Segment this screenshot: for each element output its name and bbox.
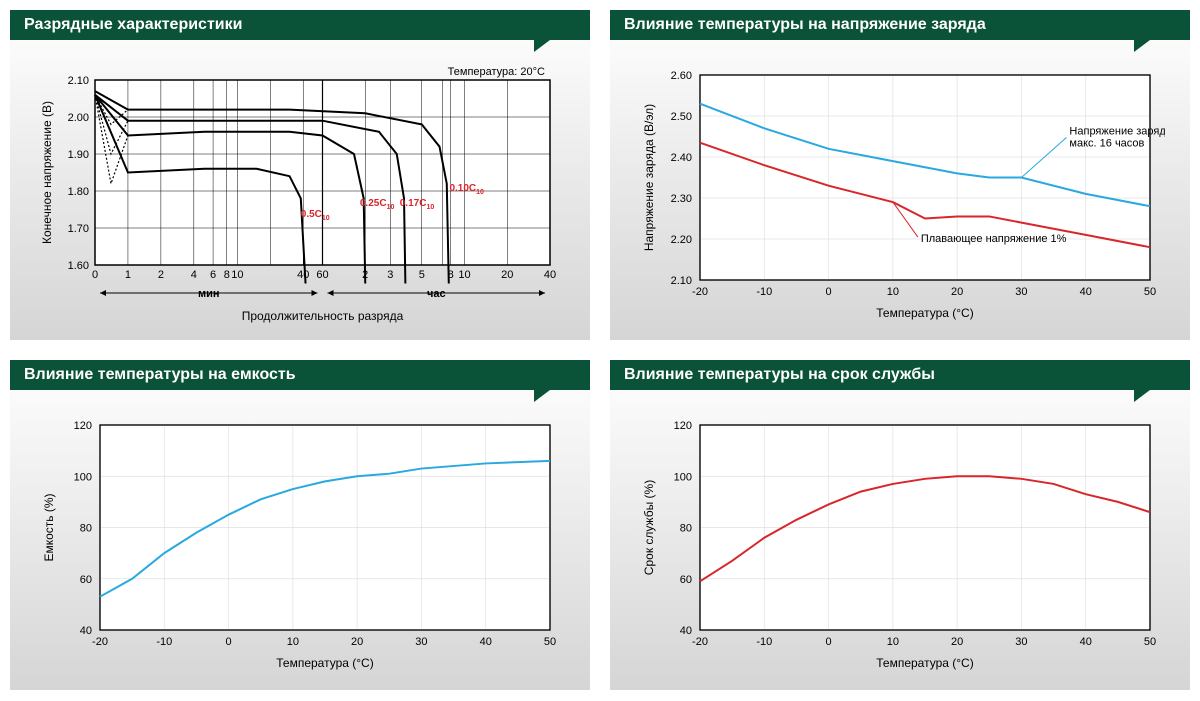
svg-text:2.20: 2.20	[671, 234, 692, 246]
svg-text:3: 3	[387, 269, 393, 281]
chart-discharge: 1.601.701.801.902.002.100124681040602358…	[10, 40, 590, 340]
svg-text:Температура (°C): Температура (°C)	[876, 656, 973, 670]
svg-text:40: 40	[80, 625, 92, 637]
svg-text:60: 60	[316, 269, 328, 281]
svg-text:8: 8	[224, 269, 230, 281]
panel-title: Влияние температуры на напряжение заряда	[610, 10, 1190, 40]
svg-text:4: 4	[191, 269, 197, 281]
svg-text:2.50: 2.50	[671, 111, 692, 123]
svg-text:-10: -10	[156, 636, 172, 648]
svg-text:10: 10	[231, 269, 243, 281]
svg-text:10: 10	[887, 286, 899, 298]
svg-text:30: 30	[1015, 286, 1027, 298]
svg-text:2.10: 2.10	[68, 75, 89, 87]
svg-text:2.40: 2.40	[671, 152, 692, 164]
svg-text:Конечное напряжение (B): Конечное напряжение (B)	[40, 101, 54, 244]
svg-text:мин: мин	[198, 288, 220, 300]
svg-text:2.30: 2.30	[671, 193, 692, 205]
svg-text:2.10: 2.10	[671, 275, 692, 287]
svg-text:120: 120	[674, 420, 692, 432]
svg-text:Напряжение заряда (В/эл): Напряжение заряда (В/эл)	[642, 104, 656, 251]
svg-text:60: 60	[680, 574, 692, 586]
svg-text:час: час	[427, 288, 446, 300]
chart-charge-voltage: -20 -10 0 10 20 30 40 50 2.10 2.20 2.30 2.40 2.50 2.6…	[610, 40, 1190, 340]
svg-text:-10: -10	[756, 286, 772, 298]
svg-text:Срок службы (%): Срок службы (%)	[642, 480, 656, 575]
svg-text:1.70: 1.70	[68, 223, 89, 235]
svg-text:-20: -20	[92, 636, 108, 648]
svg-text:0: 0	[826, 636, 832, 648]
svg-text:100: 100	[74, 471, 92, 483]
panel-title: Разрядные характеристики	[10, 10, 590, 40]
svg-text:120: 120	[74, 420, 92, 432]
svg-text:Температура (°C): Температура (°C)	[876, 306, 973, 320]
svg-text:1: 1	[125, 269, 131, 281]
chart-capacity: -20 -10 0 10 20 30 40 50 40 60 80 100 120 Температура…	[10, 390, 590, 690]
chart-grid: Разрядные характеристики 1.60 1.70 1.80 1.9…	[10, 10, 1190, 690]
svg-text:10: 10	[887, 636, 899, 648]
svg-text:1.80: 1.80	[68, 186, 89, 198]
panel-discharge: Разрядные характеристики 1.60 1.70 1.80 1.9…	[10, 10, 590, 340]
svg-text:20: 20	[951, 636, 963, 648]
svg-text:20: 20	[351, 636, 363, 648]
svg-text:50: 50	[1144, 286, 1156, 298]
svg-text:5: 5	[419, 269, 425, 281]
svg-text:40: 40	[680, 625, 692, 637]
svg-text:10: 10	[287, 636, 299, 648]
svg-text:2: 2	[158, 269, 164, 281]
svg-text:40: 40	[544, 269, 556, 281]
svg-text:100: 100	[674, 471, 692, 483]
svg-text:20: 20	[951, 286, 963, 298]
svg-text:40: 40	[1080, 286, 1092, 298]
svg-text:2.00: 2.00	[68, 112, 89, 124]
svg-text:40: 40	[1080, 636, 1092, 648]
svg-text:30: 30	[415, 636, 427, 648]
svg-text:6: 6	[210, 269, 216, 281]
panel-service-life: Влияние температуры на срок службы -20 -1…	[610, 360, 1190, 690]
svg-text:Температура (°C): Температура (°C)	[276, 656, 373, 670]
panel-title: Влияние температуры на емкость	[10, 360, 590, 390]
svg-text:50: 50	[544, 636, 556, 648]
capacity-chart-svg: -20 -10 0 10 20 30 40 50 40 60 80 100 120 Температура…	[35, 410, 565, 675]
svg-text:0: 0	[826, 286, 832, 298]
svg-text:0: 0	[92, 269, 98, 281]
svg-text:40: 40	[297, 269, 309, 281]
svg-text:-20: -20	[692, 286, 708, 298]
service-life-chart-svg: -20 -10 0 10 20 30 40 50 40 60 80 100 120 Температура…	[635, 410, 1165, 675]
svg-text:60: 60	[80, 574, 92, 586]
svg-text:1.60: 1.60	[68, 260, 89, 272]
svg-text:80: 80	[80, 523, 92, 535]
svg-text:0: 0	[226, 636, 232, 648]
svg-text:50: 50	[1144, 636, 1156, 648]
discharge-chart-svg: 1.601.701.801.902.002.100124681040602358…	[35, 60, 565, 325]
svg-text:10: 10	[458, 269, 470, 281]
svg-text:40: 40	[480, 636, 492, 648]
charge-voltage-chart-svg: -20 -10 0 10 20 30 40 50 2.10 2.20 2.30 2.40 2.50 2.6…	[635, 60, 1165, 325]
panel-title: Влияние температуры на срок службы	[610, 360, 1190, 390]
svg-text:Плавающее напряжение 1%: Плавающее напряжение 1%	[921, 233, 1067, 245]
svg-text:Напряжение зарядамакс. 16 часо: Напряжение зарядамакс. 16 часов	[1069, 126, 1165, 150]
svg-text:2.60: 2.60	[671, 70, 692, 82]
svg-text:Температура: 20°C: Температура: 20°C	[448, 66, 545, 78]
panel-capacity: Влияние температуры на емкость -20 -10 0 10…	[10, 360, 590, 690]
svg-text:-10: -10	[756, 636, 772, 648]
svg-text:Емкость (%): Емкость (%)	[42, 493, 56, 561]
svg-text:1.90: 1.90	[68, 149, 89, 161]
panel-charge-voltage: Влияние температуры на напряжение заряда…	[610, 10, 1190, 340]
svg-text:Продолжительность разряда: Продолжительность разряда	[242, 309, 404, 323]
svg-text:20: 20	[501, 269, 513, 281]
svg-text:-20: -20	[692, 636, 708, 648]
chart-service-life: -20 -10 0 10 20 30 40 50 40 60 80 100 120 Температура…	[610, 390, 1190, 690]
svg-text:30: 30	[1015, 636, 1027, 648]
svg-text:80: 80	[680, 523, 692, 535]
